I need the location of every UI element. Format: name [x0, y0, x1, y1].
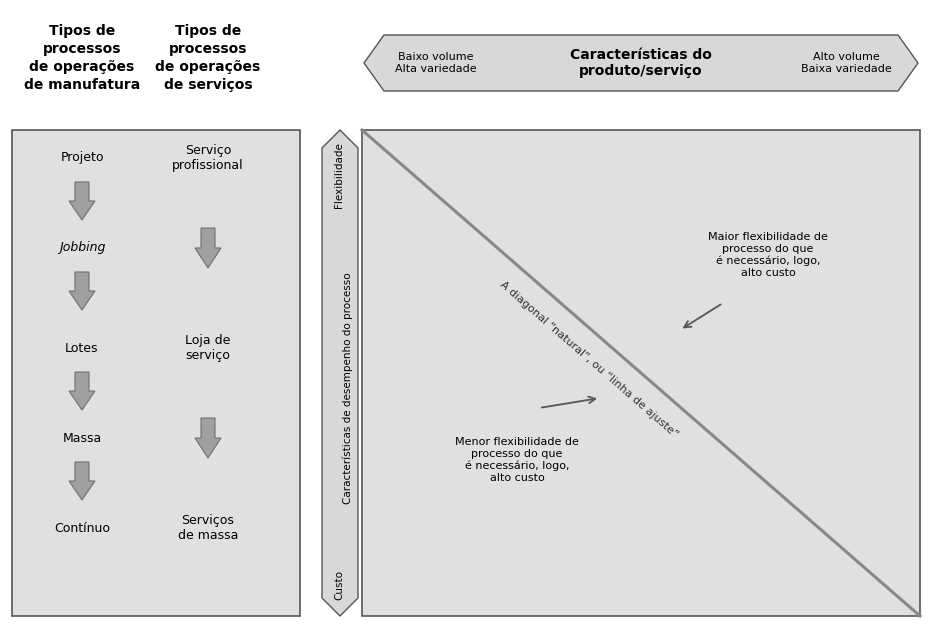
Text: Maior flexibilidade de
processo do que
é necessário, logo,
alto custo: Maior flexibilidade de processo do que é… [708, 232, 828, 278]
Polygon shape [195, 418, 221, 458]
Polygon shape [69, 182, 95, 220]
Text: Contínuo: Contínuo [54, 521, 110, 535]
Text: A diagonal “natural”, ou “linha de ajuste”: A diagonal “natural”, ou “linha de ajust… [499, 279, 680, 439]
Text: Características de desempenho do processo: Características de desempenho do process… [343, 272, 353, 504]
Text: Massa: Massa [62, 431, 102, 444]
Text: Custo: Custo [334, 570, 344, 600]
Text: Jobbing: Jobbing [59, 242, 105, 255]
Text: Tipos de
processos
de operações
de manufatura: Tipos de processos de operações de manuf… [24, 24, 140, 92]
Text: Tipos de
processos
de operações
de serviços: Tipos de processos de operações de servi… [156, 24, 261, 92]
Text: Características do
produto/serviço: Características do produto/serviço [570, 48, 712, 78]
Polygon shape [364, 35, 918, 91]
Bar [362, 130, 920, 616]
Text: Serviço
profissional: Serviço profissional [172, 144, 244, 172]
Bar [12, 130, 300, 616]
Text: Alto volume
Baixa variedade: Alto volume Baixa variedade [801, 52, 891, 74]
Text: Flexibilidade: Flexibilidade [334, 142, 344, 208]
Polygon shape [69, 272, 95, 310]
Text: Projeto: Projeto [61, 151, 103, 165]
Text: Serviços
de massa: Serviços de massa [178, 514, 239, 542]
Text: Lotes: Lotes [65, 342, 99, 354]
Polygon shape [69, 462, 95, 500]
Polygon shape [69, 372, 95, 410]
Text: Baixo volume
Alta variedade: Baixo volume Alta variedade [395, 52, 477, 74]
Text: Menor flexibilidade de
processo do que
é necessário, logo,
alto custo: Menor flexibilidade de processo do que é… [455, 438, 579, 483]
Text: Loja de
serviço: Loja de serviço [185, 334, 231, 362]
Polygon shape [195, 228, 221, 268]
Polygon shape [322, 130, 358, 616]
